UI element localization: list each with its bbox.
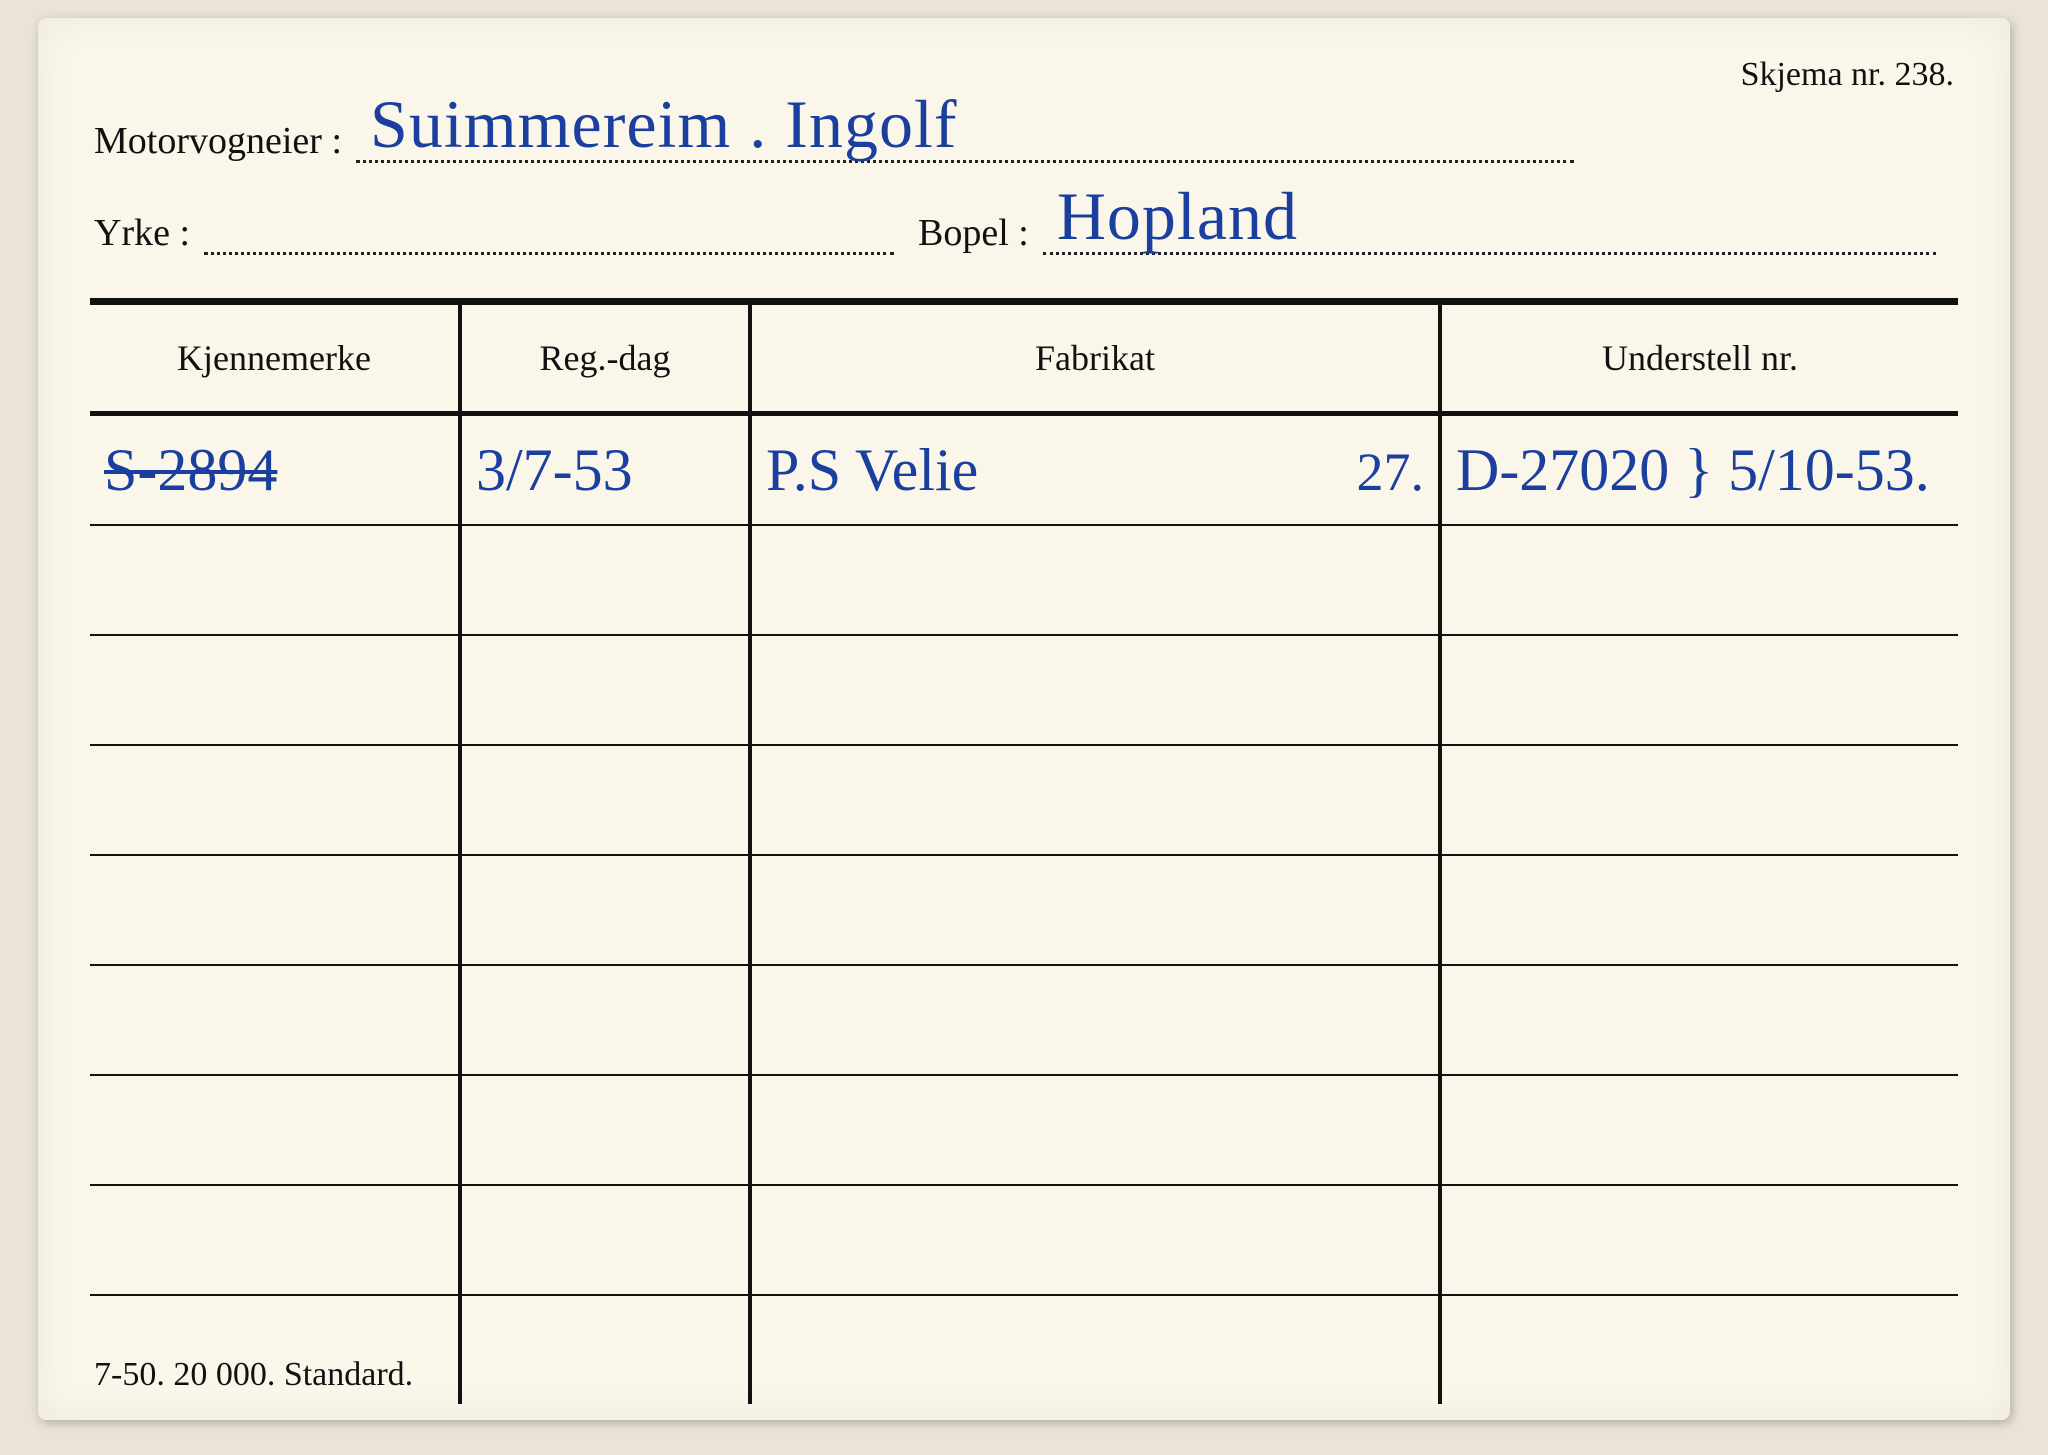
- cell-understell: D-27020 } 5/10-53.: [1456, 437, 1930, 503]
- table-row: [90, 965, 1958, 1075]
- table-row: [90, 635, 1958, 745]
- col-fabrikat: Fabrikat: [750, 305, 1440, 414]
- cell-fabrikat-left: P.S Velie: [766, 436, 978, 505]
- occupation-field: Yrke :: [94, 208, 894, 255]
- table-header-row: Kjennemerke Reg.-dag Fabrikat Understell…: [90, 305, 1958, 414]
- table-row: S-2894 3/7-53 P.S Velie 27. D-27020 } 5/…: [90, 414, 1958, 526]
- form-number: Skjema nr. 238.: [1741, 56, 1954, 94]
- table-row: [90, 525, 1958, 635]
- residence-label: Bopel :: [918, 211, 1029, 255]
- registration-table: Kjennemerke Reg.-dag Fabrikat Understell…: [90, 298, 1958, 1404]
- residence-field: Bopel : Hopland: [918, 208, 1936, 255]
- owner-label: Motorvogneier :: [94, 119, 342, 163]
- print-footer: 7-50. 20 000. Standard.: [94, 1356, 413, 1394]
- cell-kjennemerke: S-2894: [104, 437, 277, 503]
- residence-value: Hopland: [1057, 177, 1298, 256]
- owner-line: Suimmereim . Ingolf: [356, 116, 1574, 163]
- table-row: [90, 1185, 1958, 1295]
- table-body: S-2894 3/7-53 P.S Velie 27. D-27020 } 5/…: [90, 414, 1958, 1405]
- col-kjennemerke: Kjennemerke: [90, 305, 460, 414]
- owner-value: Suimmereim . Ingolf: [370, 85, 957, 164]
- registration-card: Skjema nr. 238. Motorvogneier : Suimmere…: [38, 18, 2010, 1420]
- owner-field: Motorvogneier : Suimmereim . Ingolf: [94, 116, 1574, 163]
- occupation-line: [204, 208, 894, 255]
- occupation-label: Yrke :: [94, 211, 190, 255]
- residence-line: Hopland: [1043, 208, 1936, 255]
- cell-reg-dag: 3/7-53: [476, 437, 633, 503]
- table-row: [90, 855, 1958, 965]
- col-reg-dag: Reg.-dag: [460, 305, 750, 414]
- col-understell: Understell nr.: [1440, 305, 1958, 414]
- table-row: [90, 1075, 1958, 1185]
- cell-fabrikat-right: 27.: [1357, 441, 1425, 503]
- table-row: [90, 745, 1958, 855]
